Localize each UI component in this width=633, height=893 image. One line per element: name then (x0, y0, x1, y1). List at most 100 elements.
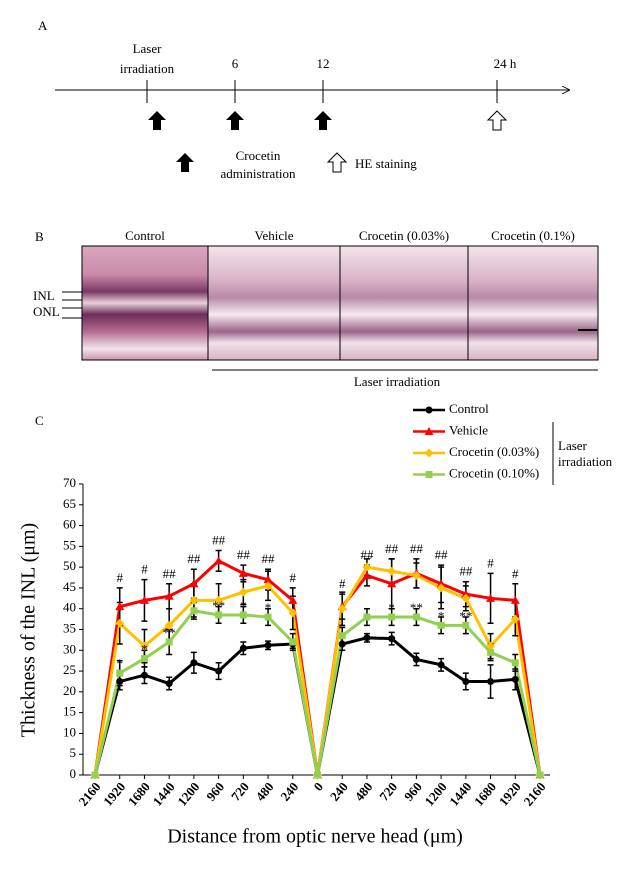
marker (264, 613, 272, 621)
y-tick-label: 55 (63, 537, 76, 552)
label: 24 h (494, 56, 517, 71)
significance-mark: ## (360, 547, 374, 562)
x-tick-label: 1200 (174, 779, 202, 809)
marker (362, 570, 372, 579)
x-tick-label: 480 (253, 779, 277, 804)
legend-label: Vehicle (449, 422, 488, 437)
layer-lines (62, 291, 82, 319)
marker (214, 556, 224, 565)
label: Laser (133, 41, 163, 56)
marker (337, 604, 347, 614)
marker (115, 618, 125, 628)
marker (510, 614, 520, 624)
legend-label: Control (449, 401, 489, 416)
x-tick-label: 1440 (150, 779, 178, 809)
x-tick-label: 240 (327, 779, 351, 804)
marker (338, 632, 346, 640)
significance-mark: ** (163, 625, 176, 640)
significance-mark: ## (237, 547, 251, 562)
series-line (93, 636, 542, 776)
y-tick-label: 65 (63, 496, 76, 511)
marker (91, 771, 99, 779)
y-axis-title: Thickness of the INL (μm) (18, 523, 40, 737)
marker (338, 640, 346, 648)
marker (487, 677, 495, 685)
marker (190, 607, 198, 615)
significance-mark: ## (262, 551, 276, 566)
marker (164, 591, 174, 600)
y-tick-label: 10 (63, 724, 76, 739)
x-tick-label: 240 (277, 779, 301, 804)
marker (486, 641, 496, 651)
y-tick-label: 35 (63, 620, 76, 635)
layer-label: ONL (33, 304, 60, 319)
column-label: Crocetin (0.1%) (491, 228, 575, 243)
marker (164, 620, 174, 630)
x-tick-label: 720 (376, 779, 400, 804)
marker (387, 566, 397, 576)
x-tick-label: 2160 (520, 779, 548, 809)
y-tick-label: 15 (63, 704, 76, 719)
y-tick-label: 5 (70, 745, 77, 760)
series-line (93, 559, 542, 776)
marker (264, 641, 272, 649)
x-tick-label: 1920 (496, 779, 524, 809)
marker (362, 562, 372, 572)
significance-mark: ## (212, 532, 226, 547)
marker (461, 593, 471, 603)
panel-letter: C (35, 413, 44, 428)
significance-mark: * (116, 656, 123, 671)
marker (487, 648, 495, 656)
x-tick-label: 720 (228, 779, 252, 804)
label: 6 (232, 56, 239, 71)
marker (116, 677, 124, 685)
marker (314, 771, 321, 779)
marker (462, 621, 470, 629)
label: irradiation (558, 454, 613, 469)
marker (139, 595, 149, 604)
marker (511, 675, 519, 683)
legend-label: Crocetin (0.10%) (449, 465, 539, 480)
significance-mark: # (290, 570, 297, 585)
marker (239, 611, 247, 619)
marker (411, 570, 421, 580)
significance-mark: ** (212, 598, 225, 613)
marker (215, 611, 223, 619)
marker (424, 427, 434, 435)
marker (437, 621, 445, 629)
significance-mark: ## (410, 541, 424, 556)
timeline-ticks (146, 80, 498, 103)
marker (289, 638, 297, 646)
marker (189, 595, 199, 605)
label: Laser (558, 438, 588, 453)
marker (288, 608, 298, 618)
significance-mark: * (438, 608, 445, 623)
arrows (148, 110, 508, 173)
x-tick-label: 1200 (421, 779, 449, 809)
label: Crocetin (236, 148, 281, 163)
x-axis-title: Distance from optic nerve head (μm) (167, 826, 463, 848)
marker (388, 635, 396, 643)
marker (140, 655, 148, 663)
marker (536, 771, 544, 779)
marker (425, 406, 433, 414)
marker (165, 680, 173, 688)
y-tick-label: 45 (63, 579, 76, 594)
x-tick-label: 1680 (125, 779, 153, 809)
column-label: Crocetin (0.03%) (359, 228, 449, 243)
marker (263, 581, 273, 591)
marker (239, 644, 247, 652)
y-tick-label: 30 (63, 641, 76, 656)
panel-letter: A (38, 18, 48, 33)
significance-mark: ## (163, 566, 177, 581)
significance-mark: * (388, 600, 395, 615)
x-tick-label: 960 (203, 779, 227, 804)
marker (511, 659, 519, 667)
label: administration (220, 166, 296, 181)
marker (461, 589, 471, 598)
label: HE staining (355, 156, 417, 171)
marker (436, 579, 446, 588)
significance-mark: ## (385, 541, 399, 556)
y-tick-label: 25 (63, 662, 76, 677)
y-tick-label: 70 (63, 475, 76, 490)
